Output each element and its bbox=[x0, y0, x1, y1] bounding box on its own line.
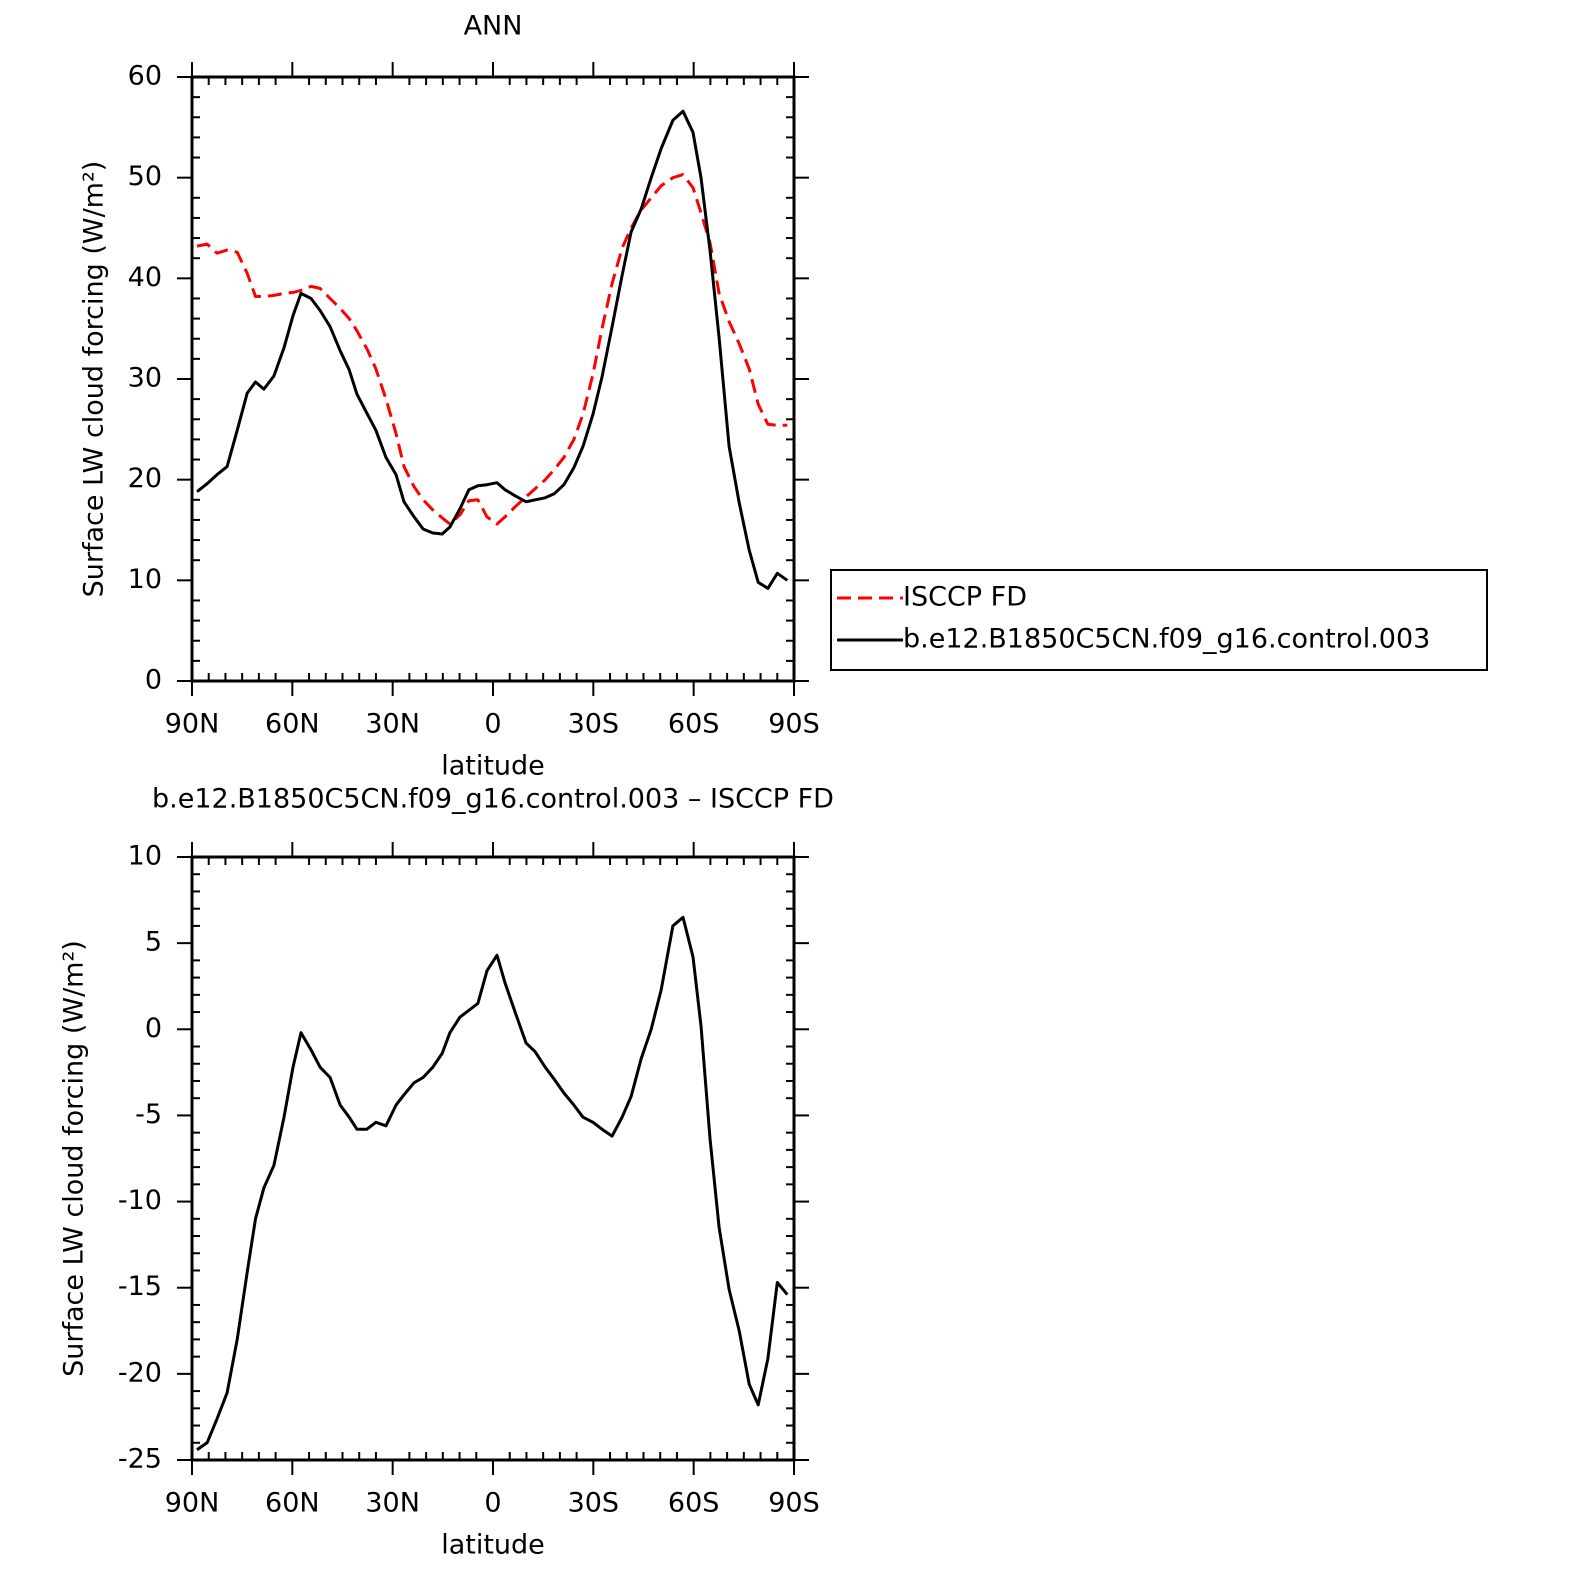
y-tick-label: -5 bbox=[135, 1099, 162, 1130]
y-tick-label: 40 bbox=[128, 262, 162, 293]
y-tick-label: -25 bbox=[118, 1444, 162, 1475]
y-tick-label: 30 bbox=[128, 363, 162, 394]
x-tick-label: 90N bbox=[165, 709, 220, 740]
x-tick-label: 90S bbox=[768, 1488, 820, 1519]
data-line bbox=[196, 109, 789, 590]
y-tick-label: -15 bbox=[118, 1271, 162, 1302]
x-axis-label: latitude bbox=[441, 751, 545, 782]
data-line bbox=[196, 173, 788, 526]
y-tick-label: 0 bbox=[145, 1013, 162, 1044]
x-tick-label: 0 bbox=[484, 1488, 501, 1519]
plot-frame bbox=[190, 855, 796, 1462]
y-axis-label: Surface LW cloud forcing (W/m²) bbox=[79, 161, 110, 598]
x-tick-label: 30N bbox=[365, 1488, 420, 1519]
x-tick-label: 30S bbox=[568, 709, 620, 740]
x-tick-label: 60S bbox=[668, 709, 720, 740]
x-tick-label: 30S bbox=[568, 1488, 620, 1519]
x-axis-label: latitude bbox=[441, 1530, 545, 1561]
y-tick-label: -10 bbox=[118, 1185, 162, 1216]
chart-title: ANN bbox=[464, 11, 523, 42]
y-tick-label: -20 bbox=[118, 1357, 162, 1388]
y-tick-label: 5 bbox=[145, 927, 162, 958]
y-tick-label: 50 bbox=[128, 161, 162, 192]
x-tick-label: 90S bbox=[768, 709, 820, 740]
legend-box bbox=[830, 569, 1488, 671]
x-tick-label: 30N bbox=[365, 709, 420, 740]
plot-frame bbox=[190, 75, 796, 683]
y-axis-label: Surface LW cloud forcing (W/m²) bbox=[59, 940, 90, 1377]
panel: b.e12.B1850C5CN.f09_g16.control.003 – IS… bbox=[59, 784, 834, 1561]
legend-label: b.e12.B1850C5CN.f09_g16.control.003 bbox=[903, 624, 1430, 655]
data-line bbox=[196, 915, 789, 1451]
x-tick-label: 60S bbox=[668, 1488, 720, 1519]
x-tick-label: 90N bbox=[165, 1488, 220, 1519]
x-tick-label: 0 bbox=[484, 709, 501, 740]
y-tick-label: 10 bbox=[128, 841, 162, 872]
panel: ANN 90N 60N 30N 0 30S 60S 90S 0 10 20 30 40 50 60 latit… bbox=[79, 11, 1488, 782]
y-tick-label: 60 bbox=[128, 61, 162, 92]
y-tick-label: 0 bbox=[145, 665, 162, 696]
legend: ISCCP FD b.e12.B1850C5CN.f09_g16.control.… bbox=[830, 569, 1488, 671]
legend-label: ISCCP FD bbox=[903, 582, 1027, 613]
x-tick-label: 60N bbox=[265, 1488, 320, 1519]
x-tick-label: 60N bbox=[265, 709, 320, 740]
y-tick-label: 20 bbox=[128, 463, 162, 494]
y-tick-label: 10 bbox=[128, 564, 162, 595]
chart-title: b.e12.B1850C5CN.f09_g16.control.003 – IS… bbox=[152, 784, 834, 815]
